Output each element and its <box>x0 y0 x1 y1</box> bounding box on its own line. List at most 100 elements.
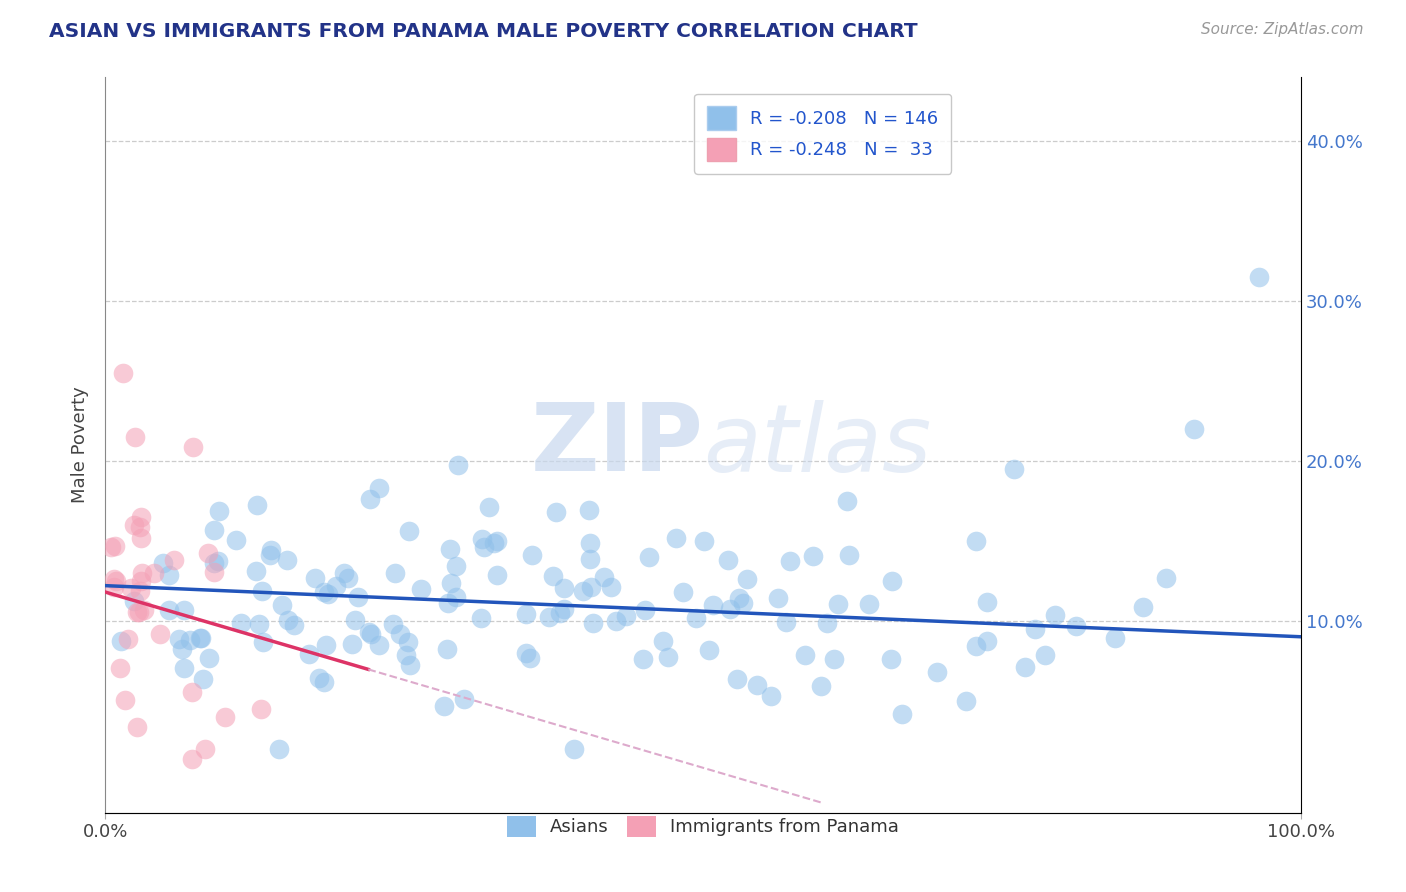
Point <box>1002 462 1025 476</box>
Point <box>737 572 759 586</box>
Point <box>1014 660 1036 674</box>
Point <box>325 579 347 593</box>
Point <box>858 597 880 611</box>
Point <box>260 543 283 558</box>
Point <box>1249 270 1271 285</box>
Point <box>103 540 125 554</box>
Point <box>1104 631 1126 645</box>
Point <box>838 548 860 562</box>
Point <box>817 615 839 630</box>
Point <box>444 590 467 604</box>
Point <box>472 541 495 555</box>
Point <box>194 742 217 756</box>
Point <box>470 611 492 625</box>
Point <box>718 601 741 615</box>
Point <box>543 568 565 582</box>
Point <box>384 566 406 581</box>
Point <box>204 565 226 579</box>
Point <box>725 672 748 686</box>
Point <box>202 556 225 570</box>
Point <box>259 548 281 562</box>
Point <box>447 458 470 473</box>
Point <box>810 679 832 693</box>
Point <box>398 658 420 673</box>
Point <box>105 574 128 588</box>
Point <box>173 603 195 617</box>
Point <box>965 534 987 549</box>
Point <box>225 533 247 548</box>
Point <box>766 591 789 605</box>
Point <box>398 524 420 539</box>
Point <box>437 596 460 610</box>
Point <box>128 605 150 619</box>
Point <box>100 540 122 554</box>
Point <box>485 533 508 548</box>
Point <box>955 694 977 708</box>
Point <box>359 625 381 640</box>
Point <box>134 603 156 617</box>
Point <box>172 642 194 657</box>
Point <box>181 440 204 454</box>
Point <box>672 585 695 599</box>
Point <box>571 584 593 599</box>
Point <box>1024 623 1046 637</box>
Point <box>697 643 720 657</box>
Point <box>823 651 845 665</box>
Point <box>731 596 754 610</box>
Point <box>389 627 412 641</box>
Point <box>316 586 339 600</box>
Point <box>827 597 849 611</box>
Point <box>122 594 145 608</box>
Point <box>148 626 170 640</box>
Point <box>197 651 219 665</box>
Point <box>188 631 211 645</box>
Point <box>337 571 360 585</box>
Point <box>114 693 136 707</box>
Point <box>728 591 751 605</box>
Point <box>110 633 132 648</box>
Point <box>515 607 537 621</box>
Point <box>605 615 627 629</box>
Point <box>131 566 153 580</box>
Point <box>1182 422 1205 436</box>
Point <box>396 635 419 649</box>
Point <box>966 639 988 653</box>
Point <box>142 566 165 581</box>
Point <box>308 671 330 685</box>
Point <box>634 603 657 617</box>
Point <box>471 532 494 546</box>
Point <box>538 610 561 624</box>
Point <box>283 618 305 632</box>
Point <box>553 582 575 596</box>
Point <box>1033 648 1056 662</box>
Point <box>553 602 575 616</box>
Point <box>367 481 389 495</box>
Text: Source: ZipAtlas.com: Source: ZipAtlas.com <box>1201 22 1364 37</box>
Point <box>775 615 797 629</box>
Point <box>890 706 912 721</box>
Point <box>702 599 724 613</box>
Point <box>190 631 212 645</box>
Point <box>579 581 602 595</box>
Point <box>129 583 152 598</box>
Point <box>231 615 253 630</box>
Point <box>125 720 148 734</box>
Point <box>436 641 458 656</box>
Point <box>665 531 688 545</box>
Point <box>367 638 389 652</box>
Point <box>745 678 768 692</box>
Point <box>515 646 537 660</box>
Point <box>314 585 336 599</box>
Point <box>976 595 998 609</box>
Point <box>131 574 153 589</box>
Point <box>599 580 621 594</box>
Point <box>298 647 321 661</box>
Point <box>381 617 404 632</box>
Point <box>793 648 815 662</box>
Text: ZIP: ZIP <box>530 399 703 491</box>
Point <box>882 574 904 588</box>
Point <box>343 613 366 627</box>
Point <box>631 652 654 666</box>
Point <box>129 510 152 524</box>
Point <box>1064 619 1087 633</box>
